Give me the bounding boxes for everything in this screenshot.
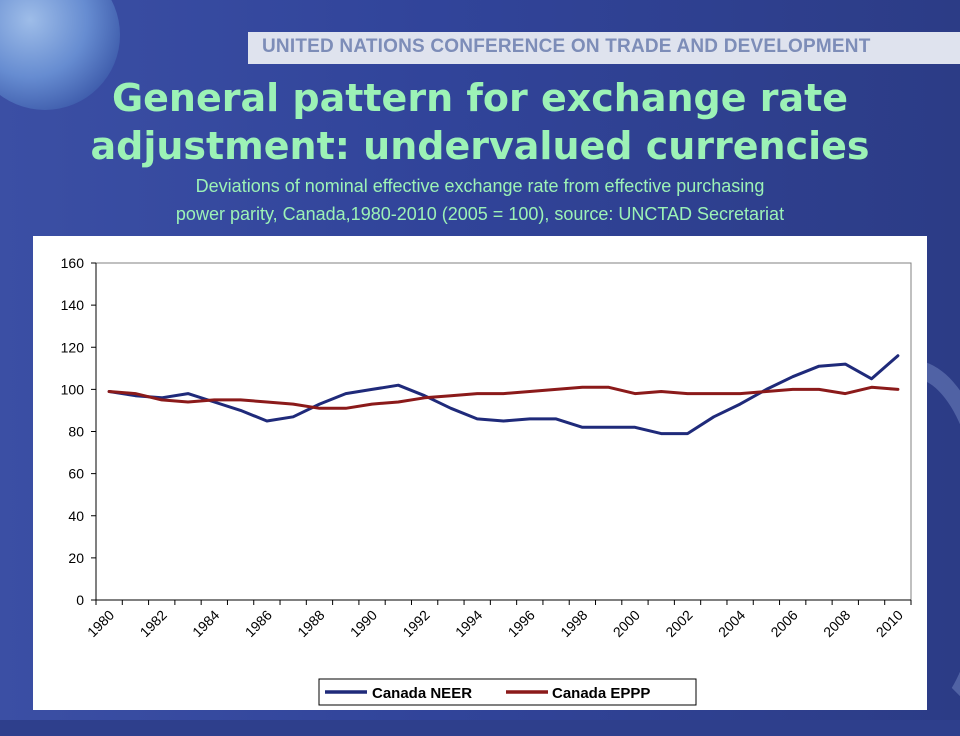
slide-subtitle-line-2: power parity, Canada,1980-2010 (2005 = 1… <box>175 204 785 224</box>
chart-legend: Canada NEER Canada EPPP <box>318 678 697 706</box>
x-tick-label: 1986 <box>242 607 275 640</box>
y-tick-label: 60 <box>68 466 84 482</box>
x-tick-label: 1988 <box>294 607 327 640</box>
x-tick-label: 1994 <box>452 607 485 640</box>
y-tick-label: 120 <box>61 339 85 355</box>
legend-label-eppp: Canada EPPP <box>552 685 650 702</box>
slide-title-line-2: adjustment: undervalued currencies <box>90 124 870 168</box>
y-axis: 0 20 40 60 80 100 120 140 160 <box>61 255 97 608</box>
y-tick-label: 100 <box>61 381 85 397</box>
x-tick-label: 1996 <box>505 607 538 640</box>
x-tick-label: 2010 <box>873 607 906 640</box>
x-axis: 1980 1982 1984 1986 1988 1990 1992 1994 1996 1998… <box>84 599 912 640</box>
x-tick-label: 1980 <box>84 607 117 640</box>
x-tick-label: 1984 <box>189 607 222 640</box>
y-tick-label: 160 <box>61 255 85 271</box>
plot-area <box>95 262 912 601</box>
x-tick-label: 1982 <box>137 607 170 640</box>
x-tick-label: 2002 <box>662 607 695 640</box>
y-tick-label: 40 <box>68 508 84 524</box>
x-tick-label: 1998 <box>557 607 590 640</box>
y-tick-label: 140 <box>61 297 85 313</box>
x-tick-label: 2000 <box>610 607 643 640</box>
x-tick-label: 2008 <box>820 607 853 640</box>
slide-subtitle: Deviations of nominal effective exchange… <box>0 172 960 228</box>
x-tick-label: 1990 <box>347 607 380 640</box>
slide-title: General pattern for exchange rate adjust… <box>0 74 960 170</box>
y-tick-label: 0 <box>76 592 84 608</box>
series-line-canada-eppp <box>107 385 900 410</box>
x-tick-label: 1992 <box>399 607 432 640</box>
x-tick-label: 2004 <box>715 607 748 640</box>
series-layer <box>107 354 900 436</box>
y-tick-label: 80 <box>68 424 84 440</box>
legend-label-neer: Canada NEER <box>372 685 472 702</box>
x-tick-label: 2006 <box>767 607 800 640</box>
slide-subtitle-line-1: Deviations of nominal effective exchange… <box>195 176 765 196</box>
series-line-canada-neer <box>107 354 900 436</box>
slide-title-line-1: General pattern for exchange rate <box>111 76 849 120</box>
header-banner <box>248 32 960 64</box>
y-tick-label: 20 <box>68 550 84 566</box>
header-banner-text: UNITED NATIONS CONFERENCE ON TRADE AND D… <box>262 36 871 57</box>
